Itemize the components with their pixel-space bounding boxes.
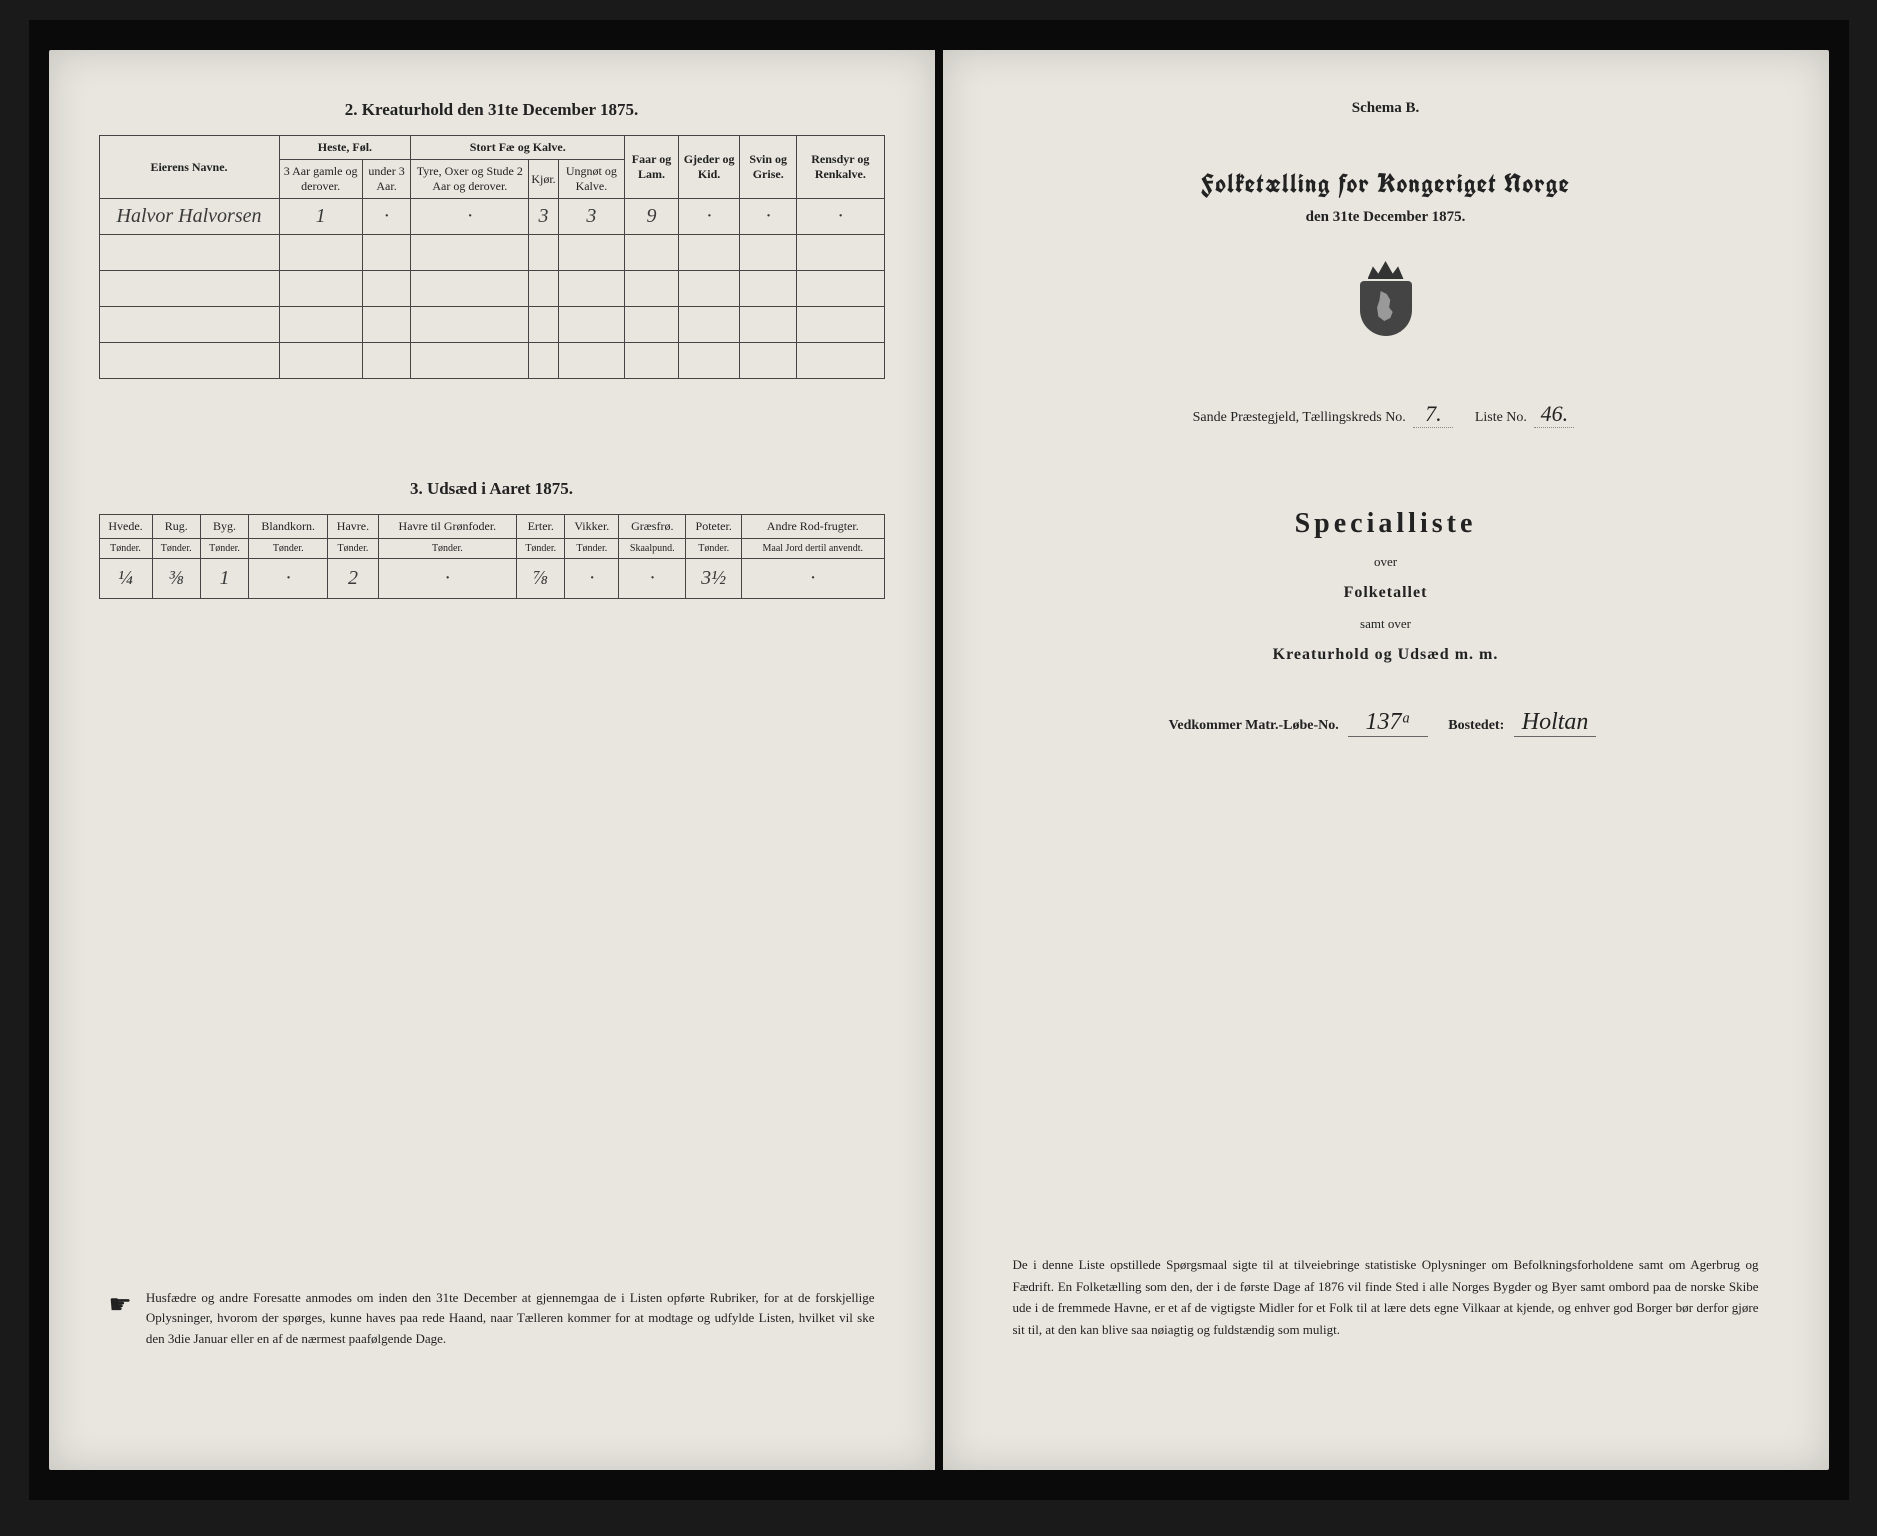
spacer: [99, 409, 885, 469]
cell: ·: [678, 199, 739, 235]
unit: Tønder.: [200, 539, 248, 559]
footnote-block: ☛ Husfædre og andre Foresatte anmodes om…: [99, 1288, 885, 1430]
livestock-table: Eierens Navne. Heste, Føl. Stort Fæ og K…: [99, 135, 885, 379]
col: Andre Rod-frugter.: [742, 515, 884, 539]
cell: 2: [328, 559, 378, 599]
district-line: Sande Præstegjeld, Tællingskreds No. 7. …: [993, 401, 1779, 428]
right-page: Schema B. Folketælling for Kongeriget No…: [943, 50, 1829, 1470]
cell: ·: [411, 199, 529, 235]
samt-label: samt over: [993, 616, 1779, 632]
sub-stort-a: Tyre, Oxer og Stude 2 Aar og derover.: [411, 160, 529, 199]
group-gjeder: Gjeder og Kid.: [678, 136, 739, 199]
over-label: over: [993, 554, 1779, 570]
owner-name: Halvor Halvorsen: [99, 199, 279, 235]
col: Erter.: [517, 515, 565, 539]
col: Byg.: [200, 515, 248, 539]
list-label: Liste No.: [1475, 410, 1527, 425]
col: Blandkorn.: [249, 515, 328, 539]
section3-title: 3. Udsæd i Aaret 1875.: [99, 479, 885, 499]
group-faar: Faar og Lam.: [625, 136, 679, 199]
unit: Tønder.: [328, 539, 378, 559]
cell: 9: [625, 199, 679, 235]
col: Vikker.: [565, 515, 619, 539]
bosted-name: Holtan: [1514, 709, 1597, 737]
cell: ·: [565, 559, 619, 599]
schema-label: Schema B.: [993, 100, 1779, 117]
col: Rug.: [152, 515, 200, 539]
cell: ·: [619, 559, 686, 599]
left-page: 2. Kreaturhold den 31te December 1875. E…: [49, 50, 935, 1470]
table-row: [99, 343, 884, 379]
group-rensdyr: Rensdyr og Renkalve.: [797, 136, 884, 199]
col: Havre til Grønfoder.: [378, 515, 516, 539]
table-row: ¼ ⅜ 1 · 2 · ⅞ · · 3½ ·: [99, 559, 884, 599]
cell: ¼: [99, 559, 152, 599]
census-title: Folketælling for Kongeriget Norge: [993, 167, 1779, 201]
col: Poteter.: [686, 515, 742, 539]
table-row: Halvor Halvorsen 1 · · 3 3 9 · · ·: [99, 199, 884, 235]
bostedet-label: Bostedet:: [1448, 718, 1504, 733]
group-stort: Stort Fæ og Kalve.: [411, 136, 625, 160]
table-row: [99, 235, 884, 271]
cell: 3½: [686, 559, 742, 599]
sub-heste-b: under 3 Aar.: [362, 160, 411, 199]
cell: 1: [279, 199, 362, 235]
bottom-paragraph: De i denne Liste opstillede Spørgsmaal s…: [993, 1254, 1779, 1430]
section2-title: 2. Kreaturhold den 31te December 1875.: [99, 100, 885, 120]
specialliste-title: Specialliste: [993, 508, 1779, 540]
table-row: [99, 271, 884, 307]
cell: ·: [740, 199, 797, 235]
coat-of-arms-icon: [1356, 261, 1416, 336]
census-date: den 31te December 1875.: [993, 209, 1779, 226]
col: Havre.: [328, 515, 378, 539]
cell: ·: [249, 559, 328, 599]
unit: Tønder.: [686, 539, 742, 559]
list-number: 46.: [1534, 401, 1574, 428]
seeding-table: Hvede. Rug. Byg. Blandkorn. Havre. Havre…: [99, 514, 885, 599]
unit: Tønder.: [152, 539, 200, 559]
vedkommer-line: Vedkommer Matr.-Løbe-No. 137ᵃ Bostedet: …: [993, 709, 1779, 737]
cell: ⅜: [152, 559, 200, 599]
matr-number: 137ᵃ: [1348, 709, 1428, 737]
cell: ·: [362, 199, 411, 235]
unit: Tønder.: [249, 539, 328, 559]
folketallet-label: Folketallet: [993, 584, 1779, 602]
sub-stort-c: Ungnøt og Kalve.: [558, 160, 624, 199]
unit: Maal Jord dertil anvendt.: [742, 539, 884, 559]
book-spread: 2. Kreaturhold den 31te December 1875. E…: [29, 20, 1849, 1500]
unit: Tønder.: [378, 539, 516, 559]
unit: Tønder.: [517, 539, 565, 559]
group-heste: Heste, Føl.: [279, 136, 411, 160]
group-svin: Svin og Grise.: [740, 136, 797, 199]
cell: 3: [558, 199, 624, 235]
shield-icon: [1360, 281, 1412, 336]
unit: Tønder.: [99, 539, 152, 559]
unit: Skaalpund.: [619, 539, 686, 559]
pointing-hand-icon: ☛: [109, 1290, 132, 1320]
kreatur-label: Kreaturhold og Udsæd m. m.: [993, 646, 1779, 664]
cell: 3: [529, 199, 558, 235]
cell: 1: [200, 559, 248, 599]
col: Hvede.: [99, 515, 152, 539]
table-row: [99, 307, 884, 343]
footnote-text: Husfædre og andre Foresatte anmodes om i…: [146, 1288, 875, 1350]
crown-icon: [1368, 261, 1404, 279]
sub-heste-a: 3 Aar gamle og derover.: [279, 160, 362, 199]
cell: ·: [742, 559, 884, 599]
sub-stort-b: Kjør.: [529, 160, 558, 199]
cell: ⅞: [517, 559, 565, 599]
cell: ·: [378, 559, 516, 599]
owner-header: Eierens Navne.: [99, 136, 279, 199]
col: Græsfrø.: [619, 515, 686, 539]
unit: Tønder.: [565, 539, 619, 559]
district-number: 7.: [1413, 401, 1453, 428]
district-prefix: Sande Præstegjeld, Tællingskreds No.: [1193, 410, 1406, 425]
cell: ·: [797, 199, 884, 235]
vedkommer-label: Vedkommer Matr.-Løbe-No.: [1169, 718, 1339, 733]
